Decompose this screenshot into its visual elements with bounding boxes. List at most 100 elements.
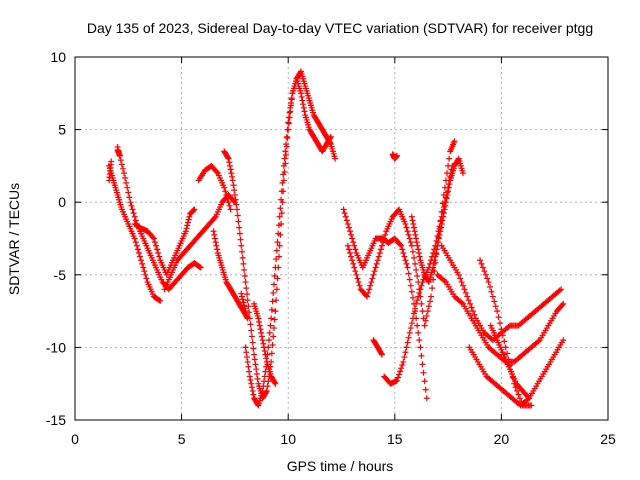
data-point (341, 210, 348, 217)
data-point (243, 285, 250, 292)
data-point (446, 155, 453, 162)
data-point (127, 199, 134, 206)
x-axis-label: GPS time / hours (287, 458, 394, 474)
data-point (249, 387, 256, 394)
data-point (242, 308, 249, 315)
data-point (432, 253, 439, 260)
data-point (458, 279, 465, 286)
data-point (239, 254, 246, 261)
y-tick-label: -5 (54, 267, 67, 283)
data-point (126, 194, 133, 201)
data-point (273, 256, 280, 263)
data-point (462, 289, 469, 296)
data-point (214, 246, 221, 253)
data-point (270, 325, 277, 332)
data-point (260, 340, 267, 347)
data-point (227, 206, 234, 213)
data-point (237, 236, 244, 243)
data-point (477, 257, 484, 264)
data-point (257, 326, 264, 333)
data-point (408, 288, 415, 295)
data-point (393, 152, 400, 159)
data-point (504, 350, 511, 357)
data-point (516, 395, 523, 402)
x-tick-label: 0 (71, 431, 79, 447)
data-point (366, 286, 373, 293)
data-point (213, 242, 220, 249)
data-point (464, 293, 471, 300)
data-point (241, 305, 248, 312)
data-point (349, 257, 356, 264)
data-point (128, 202, 135, 209)
data-point (399, 246, 406, 253)
data-point (242, 279, 249, 286)
data-point (297, 90, 304, 97)
data-point (455, 271, 462, 278)
chart-title: Day 135 of 2023, Sidereal Day-to-day VTE… (87, 20, 593, 36)
data-point (415, 250, 422, 257)
data-point (415, 329, 422, 336)
data-point (236, 230, 243, 237)
data-point (227, 166, 234, 173)
data-point (281, 155, 288, 162)
data-point (403, 260, 410, 267)
data-point (185, 216, 192, 223)
data-point (288, 95, 295, 102)
data-point (526, 395, 533, 402)
data-point (404, 264, 411, 271)
data-point (246, 309, 253, 316)
data-point (241, 273, 248, 280)
data-point (374, 257, 381, 264)
data-point (299, 97, 306, 104)
data-point (132, 239, 139, 246)
data-point (420, 369, 427, 376)
data-point (142, 271, 149, 278)
data-point (239, 293, 246, 300)
data-point (485, 279, 492, 286)
data-point (253, 371, 260, 378)
data-point (151, 239, 158, 246)
data-point (469, 308, 476, 315)
data-point (394, 374, 401, 381)
data-point (131, 213, 138, 220)
data-point (134, 246, 141, 253)
data-point (444, 191, 451, 198)
data-point (225, 199, 232, 206)
data-point (248, 333, 255, 340)
y-tick-label: -15 (46, 412, 66, 428)
data-point (246, 373, 253, 380)
data-point (222, 188, 229, 195)
data-point (211, 214, 218, 221)
data-point (182, 228, 189, 235)
data-point (400, 250, 407, 257)
y-axis-label: SDTVAR / TECUs (6, 183, 22, 295)
data-point (276, 213, 283, 220)
data-point (266, 329, 273, 336)
data-point (429, 285, 436, 292)
data-point (343, 217, 350, 224)
data-point (278, 210, 285, 217)
data-point (399, 362, 406, 369)
data-point (410, 220, 417, 227)
data-point (560, 337, 567, 344)
data-point (465, 297, 472, 304)
data-point (247, 321, 254, 328)
data-point (156, 297, 163, 304)
data-point (460, 170, 467, 177)
data-point (284, 135, 291, 142)
data-point (518, 398, 525, 405)
data-point (410, 224, 417, 231)
data-point (430, 264, 437, 271)
data-point (403, 344, 410, 351)
data-point (235, 218, 242, 225)
data-point (139, 260, 146, 267)
data-point (252, 361, 259, 368)
data-point (243, 314, 250, 321)
data-point (226, 159, 233, 166)
data-point (137, 253, 144, 260)
data-point (149, 234, 156, 241)
y-tick-label: 0 (58, 194, 66, 210)
data-point (344, 242, 351, 249)
data-point (212, 235, 219, 242)
data-point (451, 138, 458, 145)
